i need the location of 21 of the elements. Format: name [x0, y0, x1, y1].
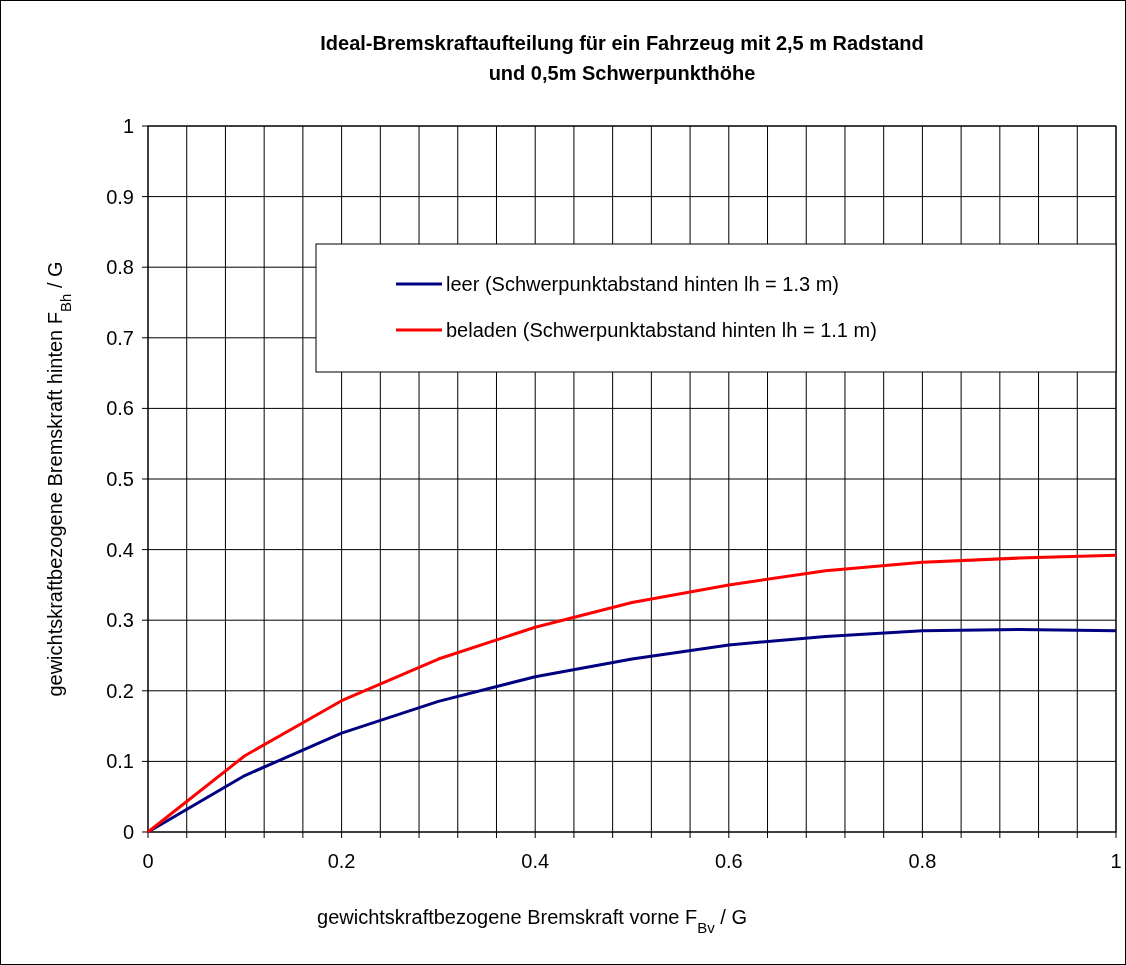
- y-tick-label: 0.1: [106, 750, 134, 773]
- y-tick-label: 0.4: [106, 538, 134, 561]
- x-tick-label: 0: [142, 850, 154, 872]
- x-axis-title: gewichtskraftbezogene Bremskraft vorne F$_{Bv}$ / G: [317, 906, 747, 936]
- legend-label: beladen (Schwerpunktabstand hinten lh = 1.1 m): [446, 319, 877, 341]
- y-tick-label: 1: [122, 115, 134, 137]
- y-tick-label: 0.7: [106, 326, 134, 349]
- x-tick-label: 0.2: [327, 850, 356, 872]
- y-tick-label: 0.6: [106, 397, 134, 420]
- y-tick-label: 0.8: [106, 256, 134, 279]
- x-tick-label: 0.6: [714, 850, 743, 872]
- legend-label: leer (Schwerpunktabstand hinten lh = 1.3 m): [446, 273, 839, 295]
- y-tick-label: 0.9: [106, 185, 134, 208]
- y-tick-label: 0.5: [106, 468, 134, 490]
- x-tick-label: 0.4: [521, 850, 550, 872]
- chart-title: Ideal-Bremskraftaufteilung für ein Fahrzeug mit 2,5 m Radstand und 0,5m Schwerpunkthöhe: [320, 32, 924, 84]
- y-tick-label: 0.3: [106, 609, 134, 632]
- y-tick-label: 0.2: [106, 679, 134, 702]
- x-tick-label: 1: [1110, 850, 1122, 872]
- x-tick-label: 0.8: [908, 850, 937, 872]
- y-tick-label: 0: [122, 821, 134, 843]
